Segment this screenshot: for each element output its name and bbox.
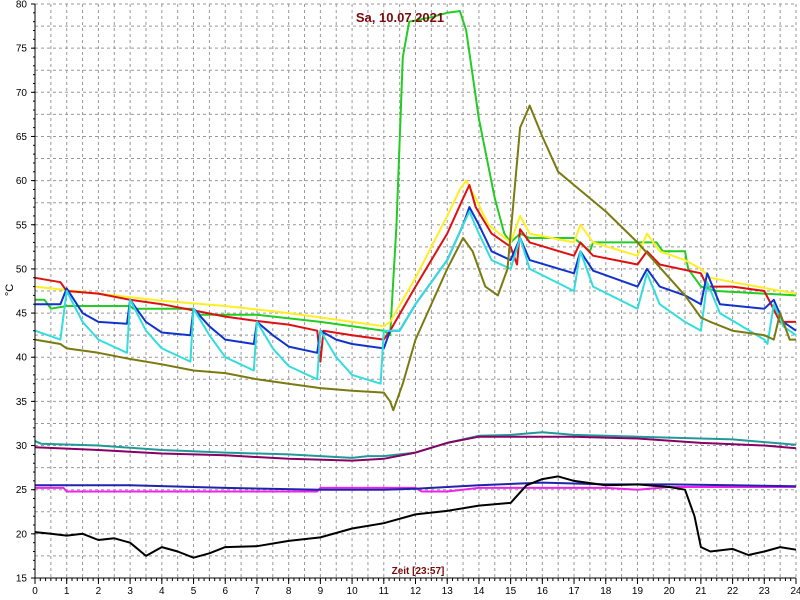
y-tick-label: 65 [16, 132, 28, 143]
y-tick-label: 25 [16, 485, 28, 496]
x-axis-label: Zeit [23:57] [392, 566, 445, 577]
y-tick-label: 45 [16, 309, 28, 320]
grid [34, 3, 797, 579]
x-tick-label: 24 [790, 586, 800, 597]
y-tick-label: 80 [16, 0, 28, 11]
x-tick-label: 6 [222, 586, 228, 597]
series-line-2 [34, 179, 797, 328]
x-tick-label: 2 [96, 586, 102, 597]
series-group [34, 10, 797, 559]
x-tick-label: 1 [64, 586, 70, 597]
chart-title: Sa, 10.07.2021 [356, 10, 444, 25]
y-tick-label: 15 [16, 574, 28, 585]
x-tick-label: 18 [600, 586, 612, 597]
x-tick-label: 8 [286, 586, 292, 597]
x-tick-label: 14 [473, 586, 485, 597]
x-tick-label: 19 [632, 586, 644, 597]
series-line-9 [35, 486, 796, 493]
y-tick-label: 30 [16, 441, 28, 452]
y-tick-label: 20 [16, 529, 28, 540]
x-tick-label: 23 [759, 586, 771, 597]
x-tick-label: 20 [664, 586, 676, 597]
series-line-11 [34, 475, 797, 559]
x-tick-label: 21 [695, 586, 707, 597]
x-tick-label: 5 [191, 586, 197, 597]
x-tick-label: 9 [318, 586, 324, 597]
series-line-8 [34, 435, 797, 462]
x-tick-label: 0 [32, 586, 38, 597]
series-line-5 [34, 210, 797, 385]
y-axis-label: °C [4, 284, 16, 296]
series-line-6 [34, 104, 796, 412]
x-tick-label: 15 [505, 586, 517, 597]
x-tick-label: 13 [442, 586, 454, 597]
y-tick-label: 55 [16, 220, 28, 231]
x-tick-label: 22 [727, 586, 739, 597]
y-tick-label: 70 [16, 88, 28, 99]
y-tick-label: 35 [16, 397, 28, 408]
x-tick-label: 10 [347, 586, 359, 597]
x-tick-label: 4 [159, 586, 165, 597]
x-tick-label: 11 [379, 586, 390, 597]
y-tick-label: 75 [16, 44, 28, 55]
series-line-7 [34, 431, 797, 459]
x-tick-label: 3 [127, 586, 133, 597]
y-tick-label: 40 [16, 353, 28, 364]
y-tick-label: 60 [16, 176, 28, 187]
x-tick-label: 17 [568, 586, 580, 597]
x-tick-label: 7 [254, 586, 260, 597]
x-tick-label: 16 [537, 586, 549, 597]
y-tick-label: 50 [16, 264, 28, 275]
x-tick-label: 12 [410, 586, 422, 597]
series-line-10 [35, 481, 797, 491]
series-line-3 [34, 184, 796, 363]
